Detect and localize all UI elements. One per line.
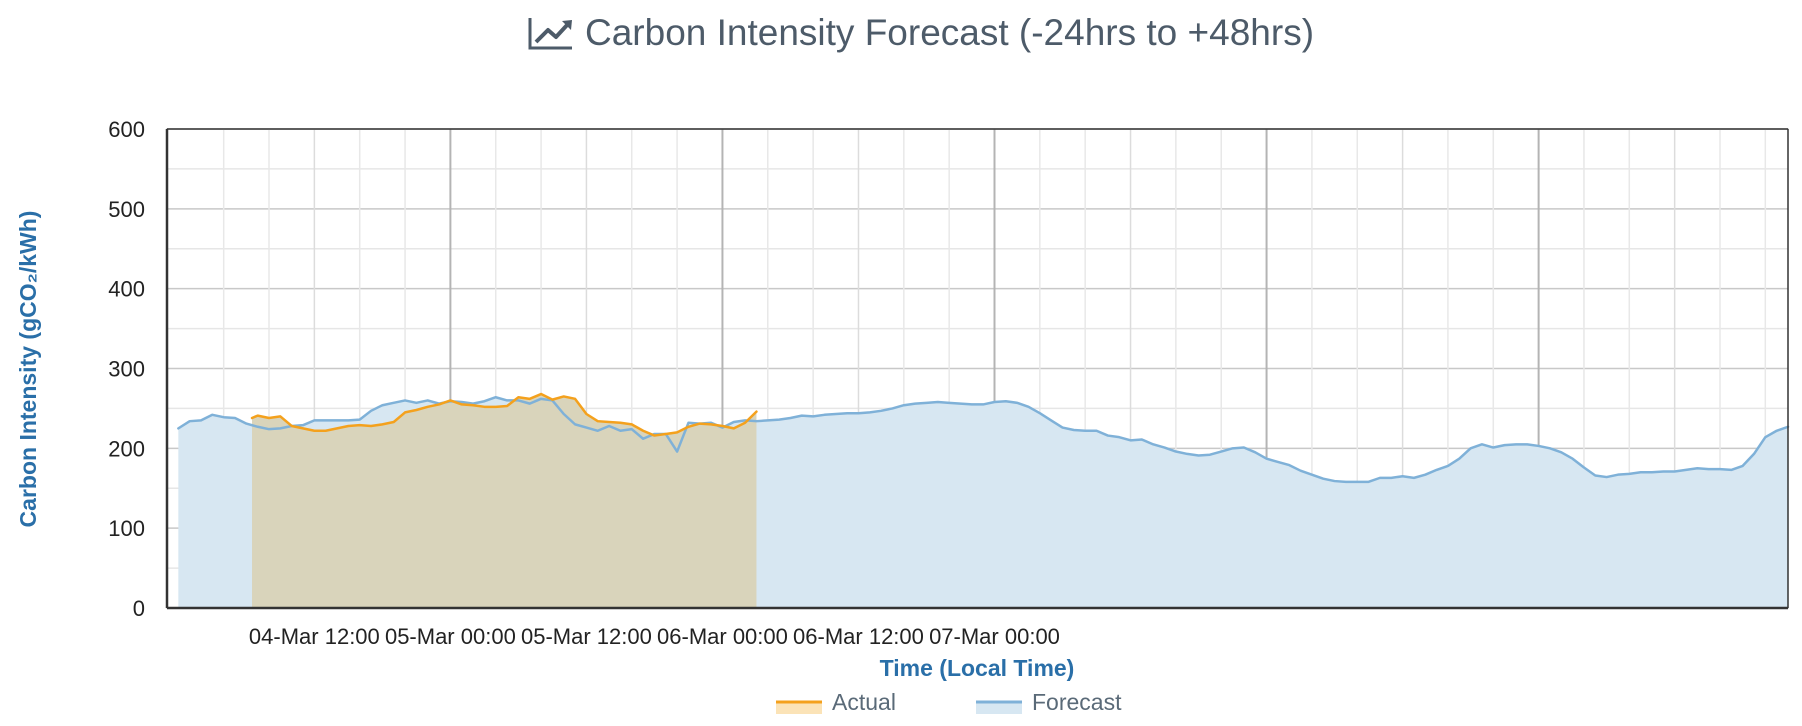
- x-tick-label: 06-Mar 00:00: [657, 624, 788, 649]
- axis-layer: [165, 128, 1789, 610]
- chart-title: Carbon Intensity Forecast (-24hrs to +48…: [585, 12, 1314, 53]
- y-tick-label: 200: [108, 436, 145, 461]
- y-tick-labels: 0 100 200 300 400 500 600: [108, 117, 145, 621]
- legend-actual-label: Actual: [832, 689, 896, 715]
- legend-item-actual[interactable]: Actual: [776, 689, 896, 715]
- y-tick-label: 500: [108, 197, 145, 222]
- x-tick-label: 07-Mar 00:00: [929, 624, 1060, 649]
- x-tick-label: 05-Mar 00:00: [385, 624, 516, 649]
- line-chart-trend-icon: [528, 18, 572, 50]
- x-tick-label: 04-Mar 12:00: [249, 624, 380, 649]
- legend-forecast-swatch-fill: [976, 702, 1022, 714]
- chart-legend[interactable]: Actual Forecast: [776, 689, 1122, 715]
- x-tick-label: 06-Mar 12:00: [793, 624, 924, 649]
- series-line-actual: [250, 392, 758, 437]
- y-tick-label: 400: [108, 277, 145, 302]
- y-tick-label: 600: [108, 117, 145, 142]
- x-tick-label: 05-Mar 12:00: [521, 624, 652, 649]
- series-fill-actual: [252, 394, 757, 608]
- y-tick-label: 0: [133, 596, 145, 621]
- x-axis-label: Time (Local Time): [880, 655, 1075, 681]
- legend-item-forecast[interactable]: Forecast: [976, 689, 1122, 715]
- x-tick-labels: 04-Mar 12:00 05-Mar 00:00 05-Mar 12:00 06-M…: [249, 624, 1060, 649]
- line-layer: [177, 392, 1790, 484]
- y-tick-label: 300: [108, 357, 145, 382]
- y-axis-label: Carbon Intensity (gCO₂/kWh): [15, 211, 41, 528]
- y-tick-label: 100: [108, 516, 145, 541]
- legend-forecast-label: Forecast: [1032, 689, 1122, 715]
- fill-layer: [178, 394, 1788, 608]
- legend-actual-swatch-fill: [776, 702, 822, 714]
- chart-title-group: Carbon Intensity Forecast (-24hrs to +48…: [528, 12, 1314, 53]
